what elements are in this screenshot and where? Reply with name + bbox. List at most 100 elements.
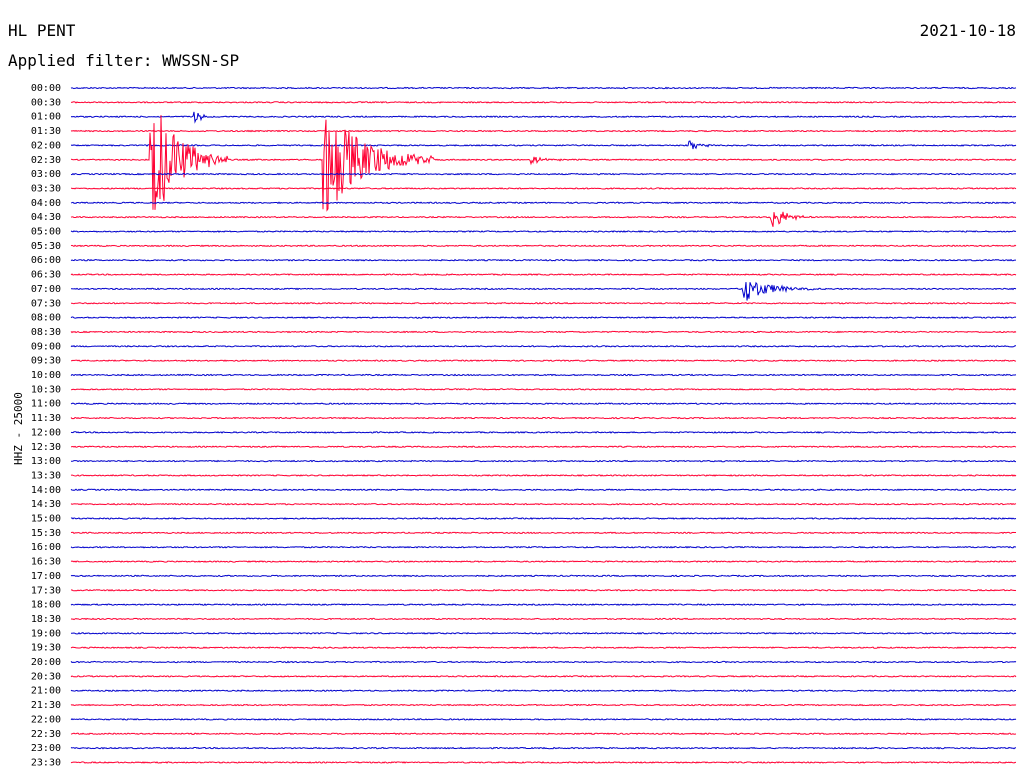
trace-line bbox=[70, 258, 1016, 262]
trace-line bbox=[70, 675, 1017, 678]
trace-line bbox=[70, 689, 1016, 692]
trace-line bbox=[70, 488, 1017, 492]
row-time-label: 01:00 bbox=[31, 112, 61, 123]
trace-line bbox=[71, 631, 1017, 635]
trace-line bbox=[70, 732, 1017, 736]
trace-line bbox=[70, 660, 1017, 664]
row-time-label: 12:00 bbox=[31, 427, 61, 438]
trace-line bbox=[70, 718, 1017, 721]
filter-label: Applied filter: WWSSN-SP bbox=[8, 51, 240, 70]
row-time-label: 15:00 bbox=[31, 514, 61, 525]
row-time-label: 17:30 bbox=[31, 585, 61, 596]
station-label: HL PENT bbox=[8, 21, 76, 40]
trace-line bbox=[70, 761, 1016, 764]
row-time-label: 12:30 bbox=[31, 442, 61, 453]
row-time-label: 02:00 bbox=[31, 140, 61, 151]
trace-line bbox=[70, 574, 1017, 578]
trace-line bbox=[70, 230, 1017, 233]
trace-line bbox=[70, 431, 1017, 434]
row-time-label: 05:00 bbox=[31, 227, 61, 238]
trace-line bbox=[70, 244, 1017, 248]
trace-line bbox=[70, 172, 1017, 176]
trace-line bbox=[70, 211, 1017, 227]
row-time-label: 14:00 bbox=[31, 485, 61, 496]
trace-line bbox=[70, 646, 1017, 649]
row-time-label: 21:00 bbox=[31, 686, 61, 697]
trace-line bbox=[70, 531, 1016, 535]
row-time-label: 00:00 bbox=[31, 83, 61, 94]
trace-line bbox=[70, 560, 1017, 563]
row-time-label: 16:00 bbox=[31, 542, 61, 553]
trace-line bbox=[70, 703, 1017, 707]
trace-line bbox=[70, 115, 1017, 212]
trace-line bbox=[70, 359, 1017, 362]
row-time-label: 09:00 bbox=[31, 341, 61, 352]
trace-line bbox=[70, 301, 1017, 305]
trace-line bbox=[70, 474, 1017, 477]
row-time-label: 20:30 bbox=[31, 671, 61, 682]
trace-line bbox=[70, 129, 1017, 133]
trace-line bbox=[70, 502, 1017, 506]
trace-line bbox=[70, 140, 1017, 150]
row-time-label: 08:30 bbox=[31, 327, 61, 338]
row-time-label: 15:30 bbox=[31, 528, 61, 539]
row-time-label: 18:00 bbox=[31, 600, 61, 611]
row-time-label: 23:30 bbox=[31, 757, 61, 768]
row-time-label: 19:00 bbox=[31, 628, 61, 639]
date-label: 2021-10-18 bbox=[919, 21, 1016, 40]
row-time-label: 06:30 bbox=[31, 270, 61, 281]
trace-line bbox=[71, 187, 1017, 190]
row-time-label: 17:00 bbox=[31, 571, 61, 582]
row-time-label: 08:00 bbox=[31, 313, 61, 324]
trace-line bbox=[70, 344, 1016, 348]
row-time-label: 21:30 bbox=[31, 700, 61, 711]
row-time-label: 00:30 bbox=[31, 97, 61, 108]
row-time-label: 05:30 bbox=[31, 241, 61, 252]
trace-line bbox=[70, 545, 1017, 549]
trace-line bbox=[70, 445, 1017, 449]
row-time-label: 07:00 bbox=[31, 284, 61, 295]
row-time-label: 16:30 bbox=[31, 557, 61, 568]
trace-line bbox=[70, 517, 1017, 520]
row-time-label: 03:00 bbox=[31, 169, 61, 180]
row-time-label: 22:30 bbox=[31, 729, 61, 740]
trace-line bbox=[70, 603, 1016, 606]
row-time-label: 13:30 bbox=[31, 470, 61, 481]
trace-line bbox=[70, 316, 1017, 319]
trace-line bbox=[70, 416, 1017, 420]
row-time-label: 22:00 bbox=[31, 714, 61, 725]
row-time-label: 04:30 bbox=[31, 212, 61, 223]
row-time-label: 23:00 bbox=[31, 743, 61, 754]
trace-line bbox=[70, 388, 1017, 391]
row-time-label: 14:30 bbox=[31, 499, 61, 510]
trace-line bbox=[70, 111, 1017, 124]
row-time-label: 10:00 bbox=[31, 370, 61, 381]
row-time-label: 11:00 bbox=[31, 399, 61, 410]
row-time-label: 03:30 bbox=[31, 183, 61, 194]
row-time-label: 18:30 bbox=[31, 614, 61, 625]
row-time-label: 06:00 bbox=[31, 255, 61, 266]
row-time-label: 20:00 bbox=[31, 657, 61, 668]
row-time-label: 02:30 bbox=[31, 155, 61, 166]
row-time-label: 10:30 bbox=[31, 384, 61, 395]
trace-line bbox=[70, 273, 1017, 276]
trace-line bbox=[70, 617, 1017, 621]
trace-line bbox=[70, 281, 1017, 301]
trace-line bbox=[70, 588, 1017, 592]
row-time-label: 19:30 bbox=[31, 643, 61, 654]
row-time-label: 13:00 bbox=[31, 456, 61, 467]
trace-line bbox=[70, 402, 1017, 406]
trace-line bbox=[70, 101, 1017, 104]
row-time-label: 11:30 bbox=[31, 413, 61, 424]
trace-line bbox=[70, 373, 1017, 377]
row-time-label: 07:30 bbox=[31, 298, 61, 309]
row-time-label: 01:30 bbox=[31, 126, 61, 137]
row-time-label: 09:30 bbox=[31, 356, 61, 367]
trace-line bbox=[70, 86, 1017, 90]
row-time-label: 04:00 bbox=[31, 198, 61, 209]
trace-line bbox=[70, 201, 1017, 205]
trace-line bbox=[70, 330, 1017, 334]
trace-line bbox=[70, 459, 1016, 463]
trace-line bbox=[70, 746, 1017, 750]
